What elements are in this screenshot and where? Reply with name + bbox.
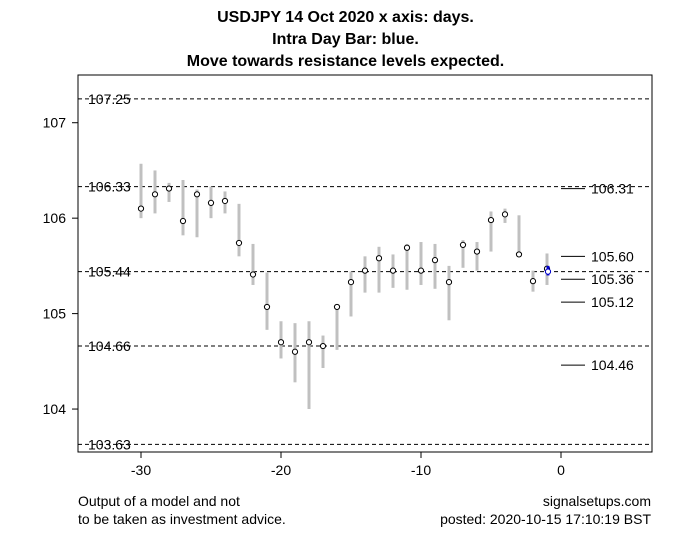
- source-website: signalsetups.com: [542, 493, 651, 509]
- close-point: [333, 303, 341, 311]
- close-point: [193, 191, 201, 198]
- close-point: [417, 267, 425, 274]
- y-tick-label: 104: [43, 401, 67, 417]
- resistance-label: 105.44: [88, 264, 131, 280]
- close-point: [137, 205, 145, 212]
- close-point: [445, 279, 453, 286]
- close-point: [151, 191, 159, 198]
- close-point: [501, 211, 509, 218]
- close-point: [529, 278, 537, 285]
- close-point: [473, 248, 481, 255]
- close-point: [403, 244, 411, 251]
- y-tick-label: 106: [43, 210, 67, 226]
- target-label: 105.60: [591, 248, 634, 264]
- close-point: [249, 271, 257, 278]
- close-point: [165, 185, 173, 192]
- plot-frame: [77, 74, 653, 453]
- close-point: [179, 217, 187, 225]
- resistance-label: 106.33: [88, 179, 131, 195]
- y-tick-label: 107: [43, 115, 67, 131]
- x-tick-label: 0: [557, 462, 565, 478]
- resistance-label: 104.66: [88, 338, 131, 354]
- close-point: [515, 251, 523, 258]
- chart-title-line-2: Intra Day Bar: blue.: [272, 31, 419, 48]
- x-tick-label: -20: [271, 462, 291, 478]
- close-point: [361, 267, 369, 274]
- target-label: 106.31: [591, 181, 634, 197]
- posted-timestamp: posted: 2020-10-15 17:10:19 BST: [440, 511, 651, 527]
- close-point: [277, 339, 285, 346]
- close-point: [235, 239, 243, 247]
- resistance-label: 107.25: [88, 91, 131, 107]
- disclaimer-line-2: to be taken as investment advice.: [78, 511, 286, 527]
- chart-title-line-3: Move towards resistance levels expected.: [186, 53, 505, 70]
- close-point: [207, 199, 215, 206]
- close-point: [263, 303, 271, 311]
- x-tick-label: -30: [131, 462, 151, 478]
- disclaimer: Output of a model and not to be taken as…: [78, 492, 286, 528]
- chart-title-line-1: USDJPY 14 Oct 2020 x axis: days.: [217, 9, 474, 26]
- target-label: 105.12: [591, 294, 634, 310]
- target-label: 105.36: [591, 271, 634, 287]
- close-point: [305, 339, 313, 346]
- target-label: 104.46: [591, 357, 634, 373]
- close-point: [431, 257, 439, 264]
- close-point: [459, 241, 467, 248]
- disclaimer-line-1: Output of a model and not: [78, 493, 240, 509]
- close-point: [347, 279, 355, 286]
- close-point: [319, 342, 327, 350]
- close-point: [389, 267, 397, 274]
- close-point: [375, 255, 383, 262]
- intraday-close-point: [544, 268, 552, 275]
- x-tick-label: -10: [411, 462, 431, 478]
- close-point: [221, 197, 229, 205]
- y-tick-label: 105: [43, 306, 67, 322]
- close-point: [487, 216, 495, 224]
- source-info: signalsetups.com posted: 2020-10-15 17:1…: [440, 492, 651, 528]
- close-point: [291, 348, 299, 355]
- resistance-label: 103.63: [88, 436, 131, 452]
